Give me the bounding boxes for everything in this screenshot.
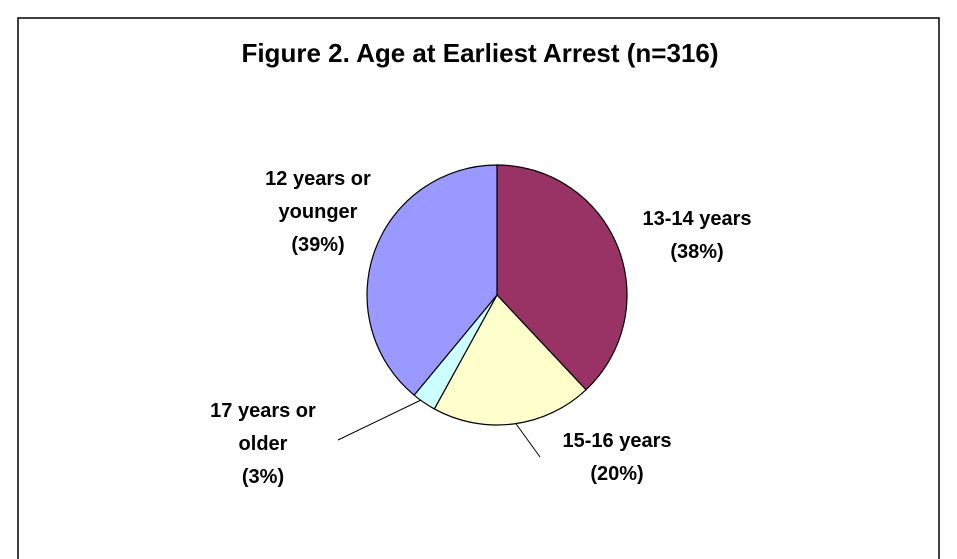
pie-slice — [366, 164, 498, 397]
leader-line — [513, 420, 541, 458]
value-label: (20%) — [590, 463, 644, 485]
slice-label: 12 years or younger (39%) — [243, 163, 393, 262]
category-label: 17 years or older — [210, 400, 316, 455]
pie-slice — [496, 164, 628, 391]
chart-title: Figure 2. Age at Earliest Arrest (n=316) — [241, 38, 718, 68]
value-label: (38%) — [670, 241, 724, 263]
value-label: (39%) — [291, 234, 345, 256]
slice-label: 15-16 years (20%) — [537, 425, 697, 491]
category-label: 15-16 years — [562, 430, 672, 452]
pie — [366, 164, 628, 426]
value-label: (3%) — [241, 466, 285, 488]
category-label: 13-14 years — [642, 208, 752, 230]
slice-label: 17 years or older (3%) — [188, 395, 338, 494]
slice-label: 13-14 years (38%) — [617, 203, 777, 269]
leader-line — [337, 399, 422, 441]
category-label: 12 years or younger — [265, 168, 371, 223]
pie-slice — [433, 293, 587, 426]
